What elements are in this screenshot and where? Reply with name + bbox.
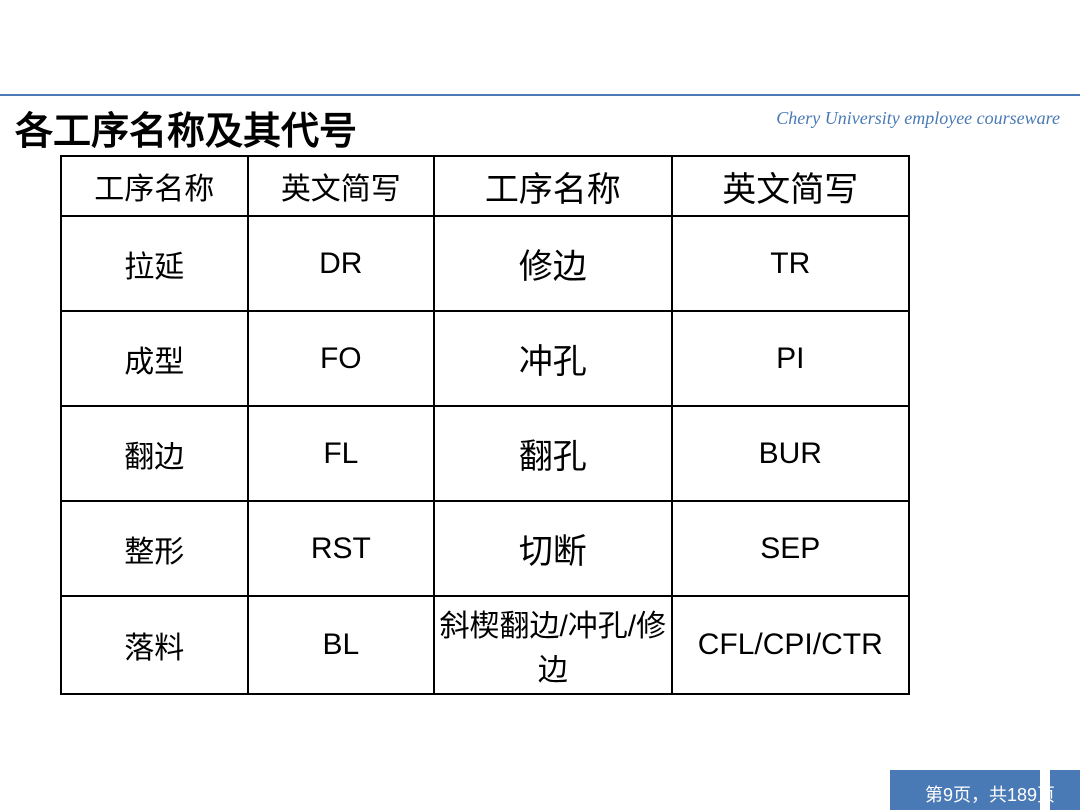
header-cell: 英文简写 xyxy=(672,156,909,216)
table-cell: 修边 xyxy=(434,216,671,311)
table-cell: 切断 xyxy=(434,501,671,596)
table-cell: BUR xyxy=(672,406,909,501)
top-divider xyxy=(0,94,1080,96)
table-cell: FL xyxy=(248,406,435,501)
table-header-row: 工序名称 英文简写 工序名称 英文简写 xyxy=(61,156,909,216)
table-cell: 整形 xyxy=(61,501,248,596)
table-cell: 翻边 xyxy=(61,406,248,501)
table-cell: RST xyxy=(248,501,435,596)
table-cell: 冲孔 xyxy=(434,311,671,406)
table-row: 拉延 DR 修边 TR xyxy=(61,216,909,311)
table-cell: CFL/CPI/CTR xyxy=(672,596,909,694)
table-cell: TR xyxy=(672,216,909,311)
page-number: 第9页，共189页 xyxy=(925,781,1055,807)
process-table-container: 工序名称 英文简写 工序名称 英文简写 拉延 DR 修边 TR 成型 FO 冲孔… xyxy=(60,155,910,695)
table-cell: 成型 xyxy=(61,311,248,406)
table-cell: 拉延 xyxy=(61,216,248,311)
table-row: 翻边 FL 翻孔 BUR xyxy=(61,406,909,501)
table-cell: FO xyxy=(248,311,435,406)
page-title: 各工序名称及其代号 xyxy=(15,100,357,155)
watermark-text: Chery University employee courseware xyxy=(776,108,1060,129)
header-cell: 英文简写 xyxy=(248,156,435,216)
process-table: 工序名称 英文简写 工序名称 英文简写 拉延 DR 修边 TR 成型 FO 冲孔… xyxy=(60,155,910,695)
table-row: 落料 BL 斜楔翻边/冲孔/修边 CFL/CPI/CTR xyxy=(61,596,909,694)
table-cell: 斜楔翻边/冲孔/修边 xyxy=(434,596,671,694)
table-row: 成型 FO 冲孔 PI xyxy=(61,311,909,406)
table-cell: SEP xyxy=(672,501,909,596)
table-cell: 翻孔 xyxy=(434,406,671,501)
table-row: 整形 RST 切断 SEP xyxy=(61,501,909,596)
table-cell: DR xyxy=(248,216,435,311)
header-cell: 工序名称 xyxy=(61,156,248,216)
table-cell: PI xyxy=(672,311,909,406)
table-cell: 落料 xyxy=(61,596,248,694)
table-cell: BL xyxy=(248,596,435,694)
header-cell: 工序名称 xyxy=(434,156,671,216)
